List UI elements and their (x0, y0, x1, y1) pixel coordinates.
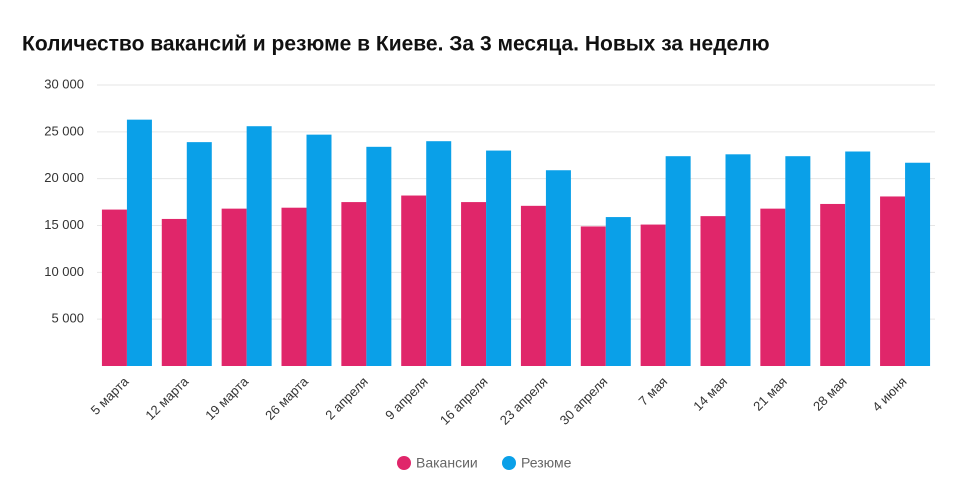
bar (845, 151, 871, 366)
bar (101, 209, 127, 366)
x-tick-label: 7 мая (636, 374, 671, 409)
bar (580, 226, 606, 366)
bar (880, 196, 906, 366)
legend-marker (397, 456, 411, 470)
y-tick-label: 15 000 (44, 217, 84, 232)
y-tick-label: 20 000 (44, 170, 84, 185)
x-tick-label: 9 апреля (382, 374, 431, 423)
x-tick-label: 28 мая (810, 374, 850, 414)
y-tick-label: 25 000 (44, 123, 84, 138)
legend-label: Вакансии (416, 455, 478, 471)
bar (486, 150, 512, 366)
x-tick-label: 16 апреля (437, 374, 491, 428)
x-tick-label: 23 апреля (497, 374, 551, 428)
bar (905, 162, 931, 366)
bar (161, 218, 187, 366)
x-tick-label: 21 мая (750, 374, 790, 414)
chart-title: Количество вакансий и резюме в Киеве. За… (22, 33, 770, 56)
bar (640, 224, 666, 366)
bar (186, 142, 212, 366)
bar (760, 208, 786, 366)
bar (341, 202, 367, 366)
bar (520, 205, 546, 366)
bar (426, 141, 452, 366)
bar (461, 202, 487, 366)
bar (281, 207, 307, 366)
bar (545, 170, 571, 366)
x-tick-label: 19 марта (202, 373, 251, 422)
legend-label: Резюме (521, 455, 572, 471)
legend-marker (502, 456, 516, 470)
x-tick-label: 12 марта (142, 373, 191, 422)
bar (306, 134, 332, 366)
bar (605, 217, 631, 366)
x-tick-label: 5 марта (88, 373, 132, 417)
x-tick-label: 14 мая (690, 374, 730, 414)
bar (246, 126, 272, 366)
bar (366, 146, 392, 366)
y-tick-label: 30 000 (44, 76, 84, 91)
y-tick-label: 5 000 (51, 311, 84, 326)
bar (401, 195, 427, 366)
x-tick-label: 26 марта (262, 373, 311, 422)
x-tick-label: 2 апреля (322, 374, 371, 423)
bar (126, 119, 152, 366)
y-tick-label: 10 000 (44, 264, 84, 279)
bar (785, 156, 811, 366)
bar (665, 156, 691, 366)
bar (221, 208, 247, 366)
bar (725, 154, 751, 366)
bar (700, 216, 726, 366)
x-tick-label: 4 июня (869, 374, 909, 414)
x-tick-label: 30 апреля (557, 374, 611, 428)
bar (820, 203, 846, 366)
